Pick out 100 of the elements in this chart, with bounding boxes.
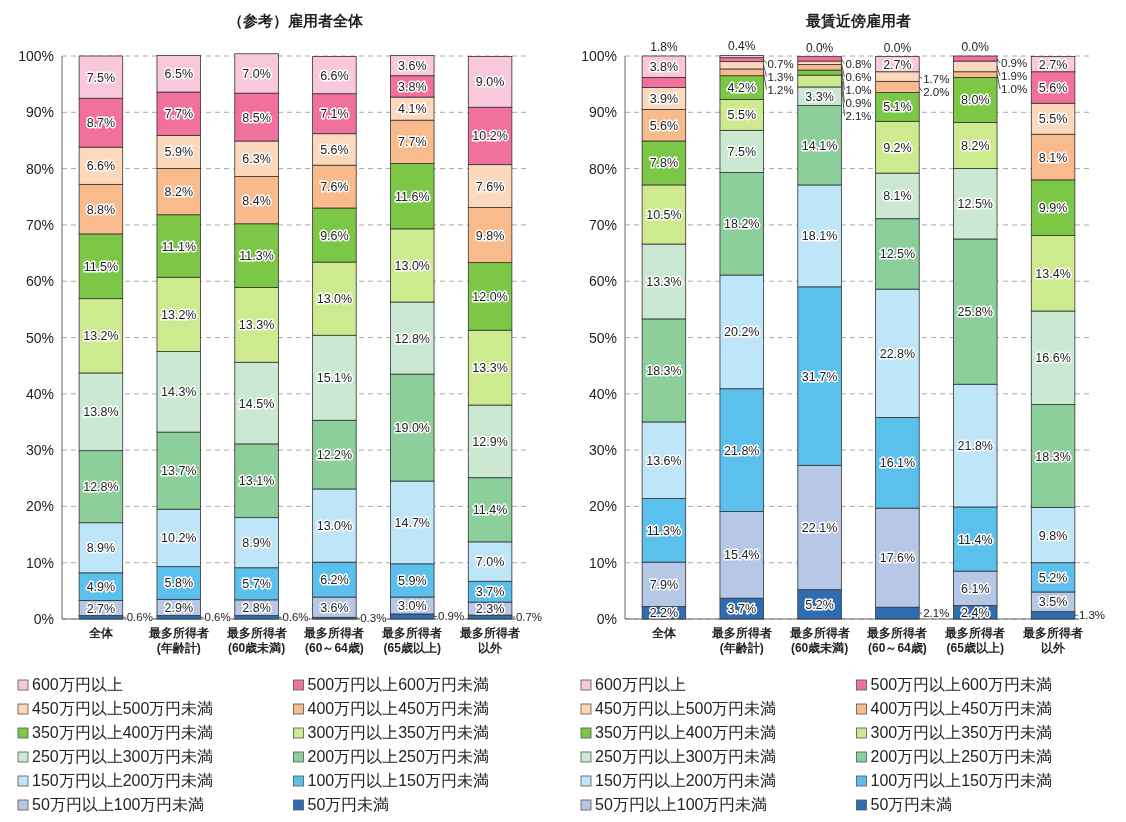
data-label: 21.8%: [724, 443, 760, 458]
x-tick-label: 最多所得者以外: [1022, 626, 1084, 655]
y-tick-label: 30%: [25, 442, 54, 459]
data-label: 5.6%: [649, 118, 679, 133]
data-label: 0.7%: [515, 611, 543, 624]
data-label: 13.0%: [316, 292, 353, 307]
data-label: 0.9%: [845, 96, 872, 109]
x-tick-label: 最多所得者 (60～64歳): [866, 626, 928, 655]
x-tick-label: 全体: [650, 626, 677, 640]
data-label: 2.4%: [961, 605, 990, 620]
data-label: 12.5%: [957, 197, 993, 212]
legend-label: 150万円以上200万円未満: [32, 772, 214, 789]
data-label: 2.1%: [923, 607, 950, 620]
data-label: 10.2%: [472, 129, 508, 144]
y-tick-label: 100%: [581, 48, 617, 64]
x-tick-label: 最多所得者 (年齢計): [147, 626, 209, 655]
data-label: 7.9%: [649, 577, 679, 592]
data-label: 3.8%: [398, 79, 427, 94]
data-label: 9.9%: [1038, 201, 1068, 216]
data-label: 4.9%: [86, 580, 116, 595]
legend-label: 300万円以上350万円未満: [870, 724, 1052, 741]
data-label: 13.3%: [472, 361, 508, 376]
data-label: 21.8%: [957, 439, 993, 454]
data-label: 2.2%: [649, 606, 679, 621]
data-label: 1.3%: [767, 70, 794, 83]
data-label: 2.7%: [1038, 57, 1068, 72]
data-label: 2.7%: [883, 57, 912, 72]
data-label: 1.9%: [1001, 70, 1028, 82]
y-tick-label: 40%: [25, 385, 54, 402]
data-label: 5.7%: [242, 577, 271, 592]
data-label: 1.0%: [845, 83, 872, 96]
data-label: 12.2%: [316, 448, 353, 463]
y-tick-label: 90%: [25, 104, 54, 121]
data-label: 1.8%: [650, 40, 678, 54]
y-tick-label: 70%: [25, 216, 54, 233]
data-label: 12.0%: [472, 289, 508, 304]
y-tick-label: 90%: [588, 104, 617, 121]
data-label: 13.4%: [1035, 266, 1071, 281]
data-label: 13.3%: [646, 274, 682, 289]
legend-label: 300万円以上350万円未満: [307, 724, 489, 741]
data-label: 3.6%: [320, 600, 349, 615]
data-label: 7.7%: [398, 135, 427, 150]
y-tick-label: 30%: [588, 442, 617, 459]
data-label: 8.1%: [1038, 150, 1068, 165]
data-label: 8.4%: [242, 193, 271, 208]
data-label: 15.1%: [316, 371, 353, 386]
y-tick-label: 10%: [588, 554, 617, 571]
data-label: 0.7%: [767, 57, 794, 70]
data-label: 8.8%: [86, 202, 116, 217]
data-label: 1.0%: [1001, 83, 1028, 95]
legend-label: 400万円以上450万円未満: [870, 700, 1052, 717]
data-label: 14.5%: [238, 396, 275, 411]
y-tick-label: 60%: [25, 273, 54, 290]
data-label: 18.2%: [724, 217, 760, 232]
data-label: 0.4%: [728, 39, 756, 54]
y-tick-label: 20%: [588, 498, 617, 515]
data-label: 10.5%: [646, 207, 682, 222]
data-label: 11.4%: [472, 503, 508, 518]
legend-label: 150万円以上200万円未満: [595, 772, 777, 789]
data-label: 2.3%: [475, 602, 505, 617]
data-label: 0.0%: [961, 40, 990, 54]
y-tick-label: 10%: [25, 554, 54, 571]
data-label: 13.2%: [161, 307, 197, 322]
y-tick-label: 50%: [588, 329, 617, 346]
data-label: 2.7%: [86, 601, 116, 616]
data-label: 7.0%: [242, 66, 271, 81]
data-label: 3.7%: [727, 602, 756, 617]
data-label: 25.8%: [957, 305, 993, 320]
data-label: 7.6%: [320, 180, 349, 195]
data-label: 5.8%: [164, 576, 193, 591]
data-label: 7.5%: [86, 70, 116, 85]
data-label: 14.1%: [801, 138, 838, 153]
data-label: 8.9%: [86, 541, 116, 556]
x-tick-label: 最多所得者 (65歳以上): [944, 626, 1006, 655]
data-label: 18.3%: [646, 363, 682, 378]
y-tick-label: 50%: [25, 329, 54, 346]
legend-label: 50万円未満: [307, 796, 390, 813]
data-label: 8.5%: [242, 110, 271, 125]
data-label: 9.0%: [475, 75, 505, 90]
y-tick-label: 20%: [25, 498, 54, 515]
data-label: 7.8%: [649, 156, 679, 171]
data-label: 12.5%: [879, 247, 916, 262]
x-tick-label: 全体: [87, 626, 114, 640]
data-label: 15.4%: [724, 548, 760, 563]
data-label: 3.3%: [805, 89, 834, 104]
legend-label: 600万円以上: [32, 676, 123, 693]
data-label: 11.6%: [394, 189, 430, 204]
data-label: 13.8%: [83, 405, 119, 420]
data-label: 18.3%: [1035, 449, 1071, 464]
data-label: 3.9%: [649, 92, 679, 107]
legend-label: 50万円以上100万円未満: [595, 796, 768, 813]
x-tick-label: 最多所得者 (年齢計): [710, 626, 772, 655]
data-label: 8.0%: [961, 93, 990, 108]
data-label: 3.0%: [398, 598, 427, 613]
data-label: 1.2%: [767, 83, 794, 96]
data-label: 13.0%: [316, 519, 353, 534]
legend-label: 350万円以上400万円未満: [32, 724, 214, 741]
legend-label: 600万円以上: [595, 676, 686, 693]
data-label: 13.2%: [83, 329, 119, 344]
data-label: 5.9%: [164, 145, 193, 160]
